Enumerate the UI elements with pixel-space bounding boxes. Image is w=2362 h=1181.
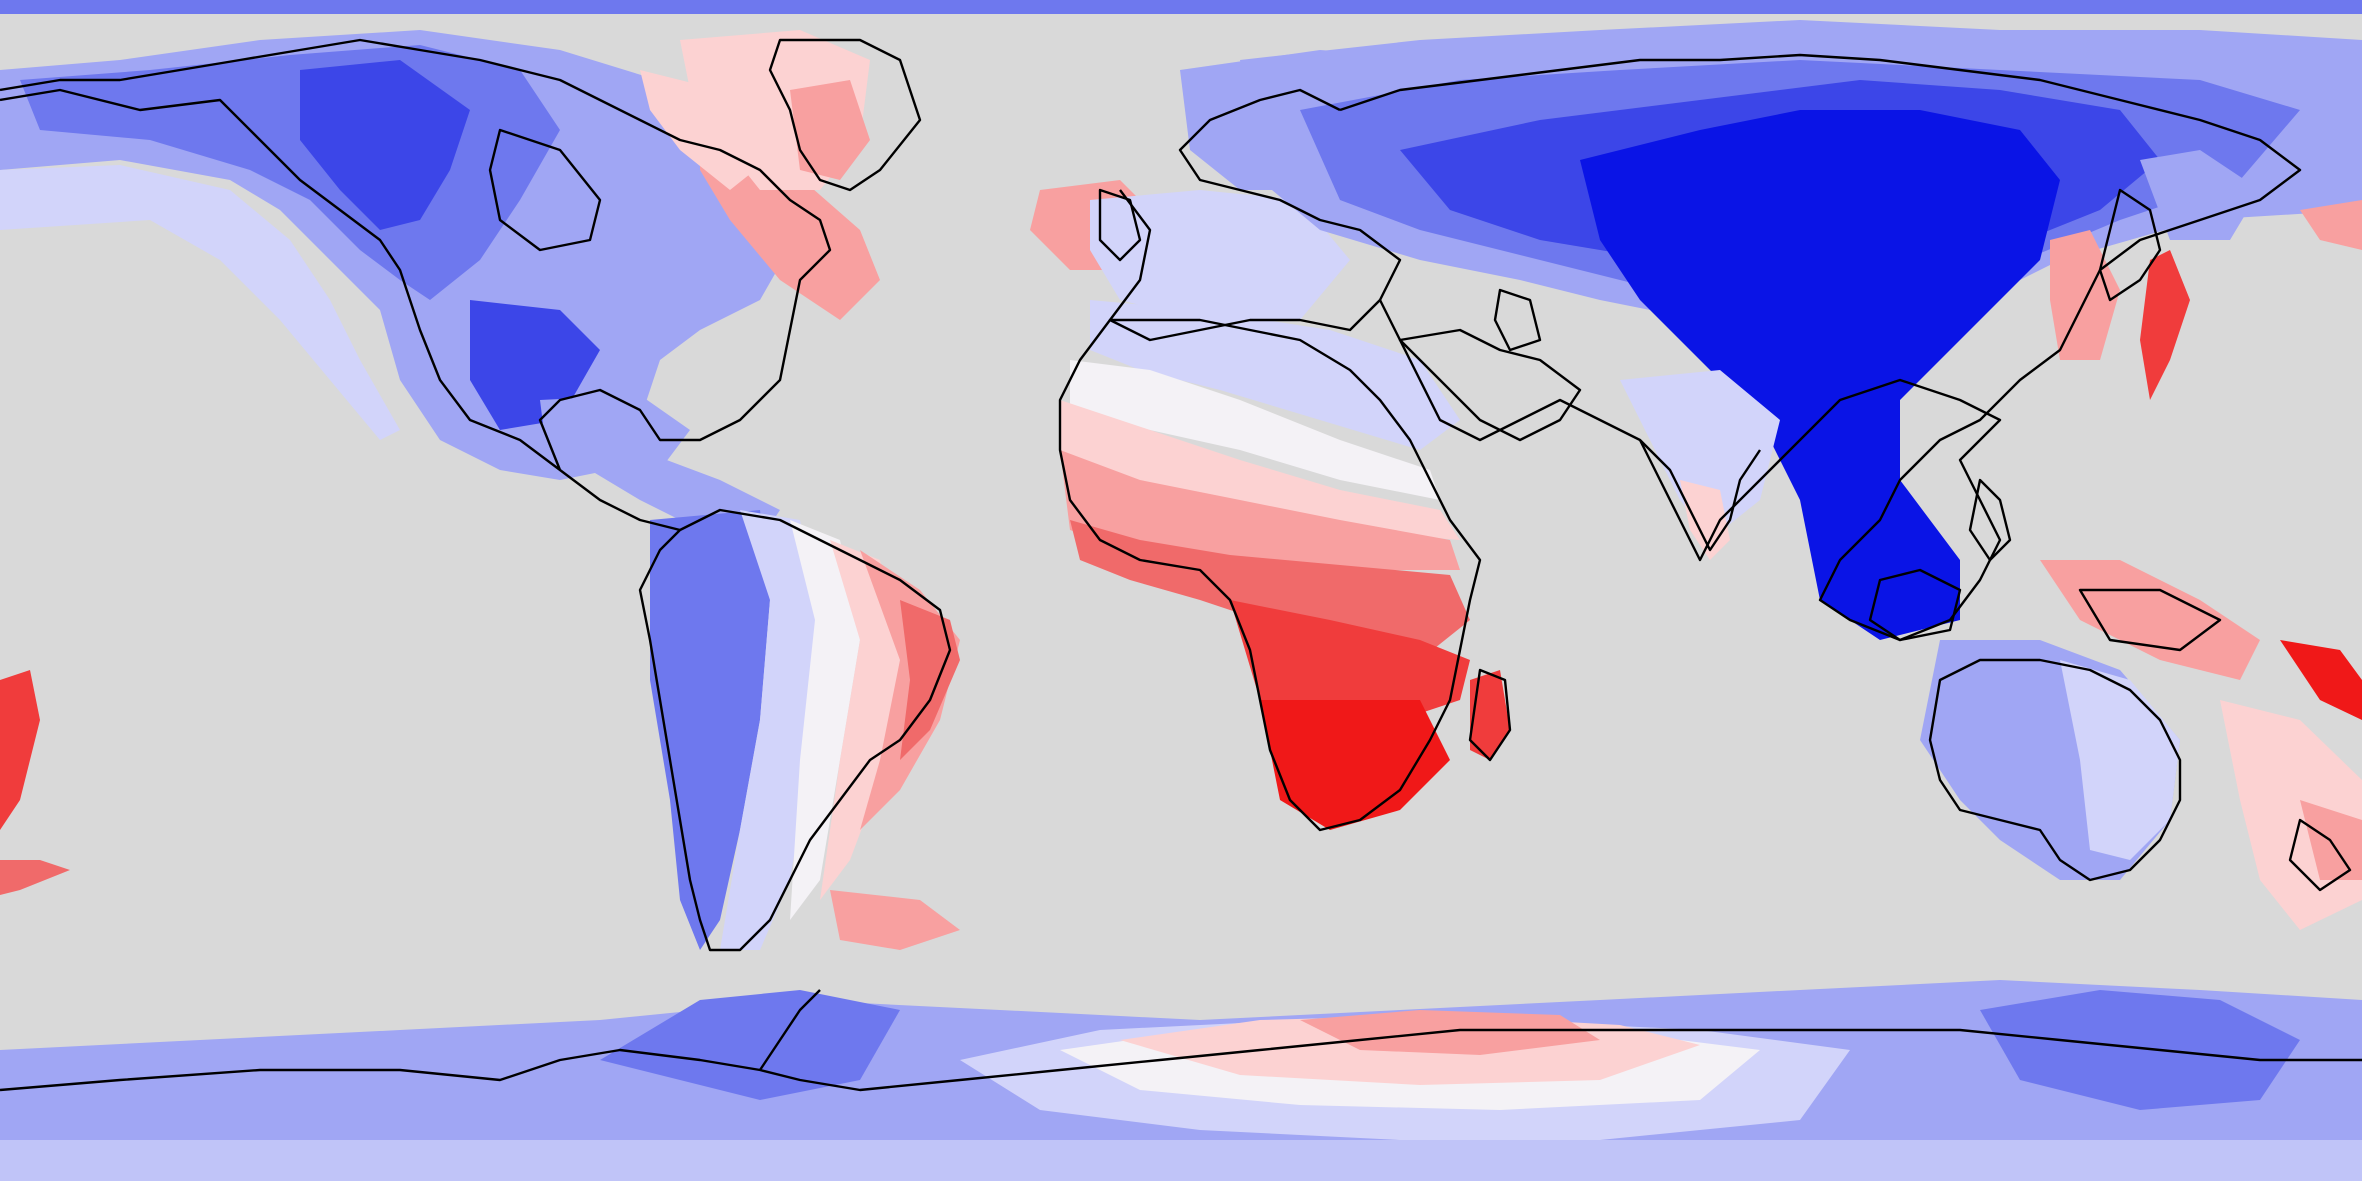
pacific-island-red bbox=[2280, 640, 2362, 720]
greenland-coastline bbox=[768, 38, 922, 192]
europe-field-pale bbox=[1090, 190, 1350, 320]
central-africa-red bbox=[1070, 520, 1470, 660]
australia-coastline bbox=[1928, 658, 2182, 882]
north-america-field-dark bbox=[300, 60, 470, 230]
new-zealand-coastline bbox=[2288, 818, 2352, 892]
antarctica-east-mid bbox=[1980, 990, 2300, 1110]
west-africa-red-light bbox=[1060, 450, 1460, 570]
south-america-coastline bbox=[638, 508, 952, 952]
caspian-coastline bbox=[1493, 288, 1542, 352]
africa-coastline bbox=[1058, 318, 1482, 832]
antarctic-bottom-band bbox=[0, 1140, 2362, 1181]
north-africa-white bbox=[1070, 360, 1440, 500]
madagascar-coastline bbox=[1468, 668, 1512, 762]
west-edge-red-wedge bbox=[0, 860, 70, 895]
asia-coastline bbox=[1339, 53, 2302, 642]
india-pale bbox=[1620, 370, 1780, 540]
antarctica-field-mid bbox=[600, 990, 900, 1100]
patagonia-red bbox=[830, 890, 960, 950]
india-coastline bbox=[1639, 439, 1761, 552]
british-isles-coastline bbox=[1098, 188, 1142, 262]
southern-africa-red bbox=[1230, 600, 1470, 720]
west-edge-red-arc bbox=[0, 670, 40, 830]
central-america-field bbox=[560, 430, 780, 540]
antarctica-coastline bbox=[0, 1028, 2362, 1092]
south-america-blue bbox=[650, 510, 770, 950]
arabia-coastline bbox=[1398, 328, 1582, 442]
east-edge-red bbox=[2300, 200, 2362, 250]
north-africa-pale bbox=[1090, 300, 1460, 450]
antarctic-peninsula-coastline bbox=[759, 989, 821, 1071]
south-america-red-light bbox=[820, 540, 900, 900]
asia-field-darkest bbox=[1580, 110, 2060, 640]
hudson-bay-coastline bbox=[488, 128, 602, 252]
antarctica-field-red bbox=[1300, 1010, 1600, 1055]
japan-coastline bbox=[2098, 188, 2162, 302]
south-america-white bbox=[790, 520, 860, 920]
coastlines bbox=[0, 38, 2362, 1092]
madagascar-red bbox=[1470, 670, 1510, 760]
south-africa-darkest bbox=[1260, 700, 1450, 830]
europe-coastline bbox=[1108, 88, 1402, 342]
new-guinea-coastline bbox=[2078, 588, 2222, 652]
arctic-band bbox=[0, 0, 2362, 14]
north-america-west-pale bbox=[0, 165, 400, 440]
west-africa-red-pale bbox=[1060, 400, 1460, 540]
philippines-coastline bbox=[1968, 478, 2012, 562]
greenland-field-red bbox=[790, 80, 870, 180]
japan-field bbox=[2140, 150, 2260, 240]
borneo-coastline bbox=[1868, 568, 1962, 642]
north-america-coastline bbox=[0, 38, 832, 532]
pacific-red-arc bbox=[2140, 250, 2190, 400]
